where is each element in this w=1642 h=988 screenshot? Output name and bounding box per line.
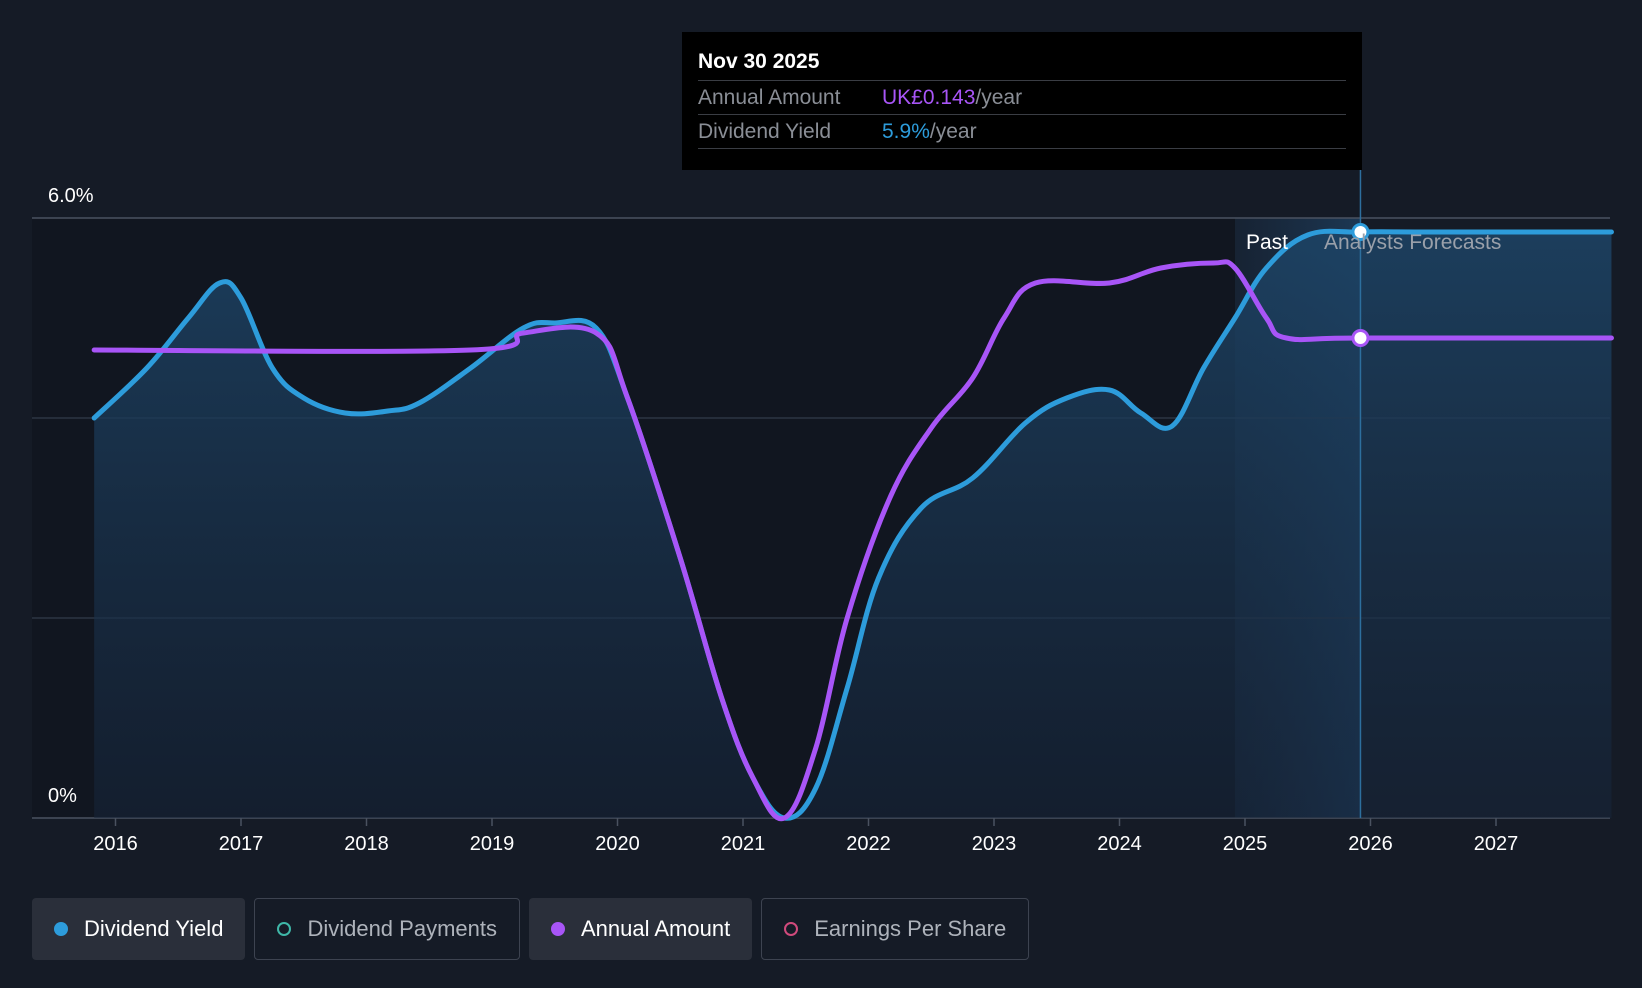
- earnings-per-share-ring-icon: [784, 922, 799, 936]
- legend-dividend-yield-label: Dividend Yield: [84, 916, 224, 941]
- annual-amount-dot-icon: [550, 922, 565, 936]
- x-tick-label: 2026: [1348, 833, 1393, 855]
- x-tick-label: 2021: [721, 833, 766, 855]
- x-tick-label: 2023: [972, 833, 1017, 855]
- legend-dividend-yield[interactable]: Dividend Yield: [32, 898, 246, 960]
- tooltip-annual-value: UK£0.143: [882, 86, 976, 109]
- tooltip-annual-label: Annual Amount: [698, 86, 841, 109]
- tooltip-annual-unit: /year: [975, 86, 1023, 109]
- legend-dividend-payments-label: Dividend Payments: [307, 916, 497, 941]
- legend-earnings-per-share[interactable]: Earnings Per Share: [761, 898, 1030, 960]
- dividend-yield-area: [94, 231, 1612, 819]
- annual-amount-marker: [1351, 329, 1370, 347]
- x-tick-label: 2018: [344, 833, 389, 855]
- x-tick-label: 2019: [470, 833, 515, 855]
- legend-dividend-payments[interactable]: Dividend Payments: [254, 898, 520, 960]
- tooltip-annual-row: Annual Amount UK£0.143 /year: [698, 80, 1346, 114]
- legend-annual-amount-label: Annual Amount: [580, 916, 731, 941]
- tooltip-yield-unit: /year: [929, 120, 977, 143]
- legend-earnings-per-share-label: Earnings Per Share: [814, 916, 1007, 941]
- x-tick-label: 2017: [219, 833, 264, 855]
- x-tick-label: 2027: [1474, 833, 1519, 855]
- x-tick-label: 2024: [1097, 833, 1142, 855]
- forecast-region-label: Analysts Forecasts: [1324, 231, 1501, 254]
- x-tick-label: 2020: [595, 833, 640, 855]
- annual-amount-line: [91, 259, 1614, 822]
- dividend-yield-marker: [1351, 223, 1370, 241]
- tooltip-yield-value: 5.9%: [882, 120, 930, 143]
- tooltip-yield-row: Dividend Yield 5.9% /year: [698, 114, 1346, 149]
- y-tick-label: 0%: [48, 785, 77, 807]
- dividend-yield-dot-icon: [54, 922, 68, 936]
- legend: Dividend Yield Dividend Payments Annual …: [32, 898, 1030, 960]
- x-tick-label: 2022: [846, 833, 891, 855]
- past-region-label: Past: [1246, 231, 1288, 254]
- y-tick-label: 6.0%: [48, 185, 94, 207]
- dividend-payments-ring-icon: [277, 922, 292, 936]
- tooltip-date: Nov 30 2025: [698, 50, 820, 73]
- legend-annual-amount[interactable]: Annual Amount: [528, 898, 753, 960]
- x-tick-label: 2016: [93, 833, 138, 855]
- tooltip: Nov 30 2025 Annual Amount UK£0.143 /year…: [682, 32, 1362, 170]
- tooltip-yield-label: Dividend Yield: [698, 120, 832, 143]
- x-tick-label: 2025: [1223, 833, 1268, 855]
